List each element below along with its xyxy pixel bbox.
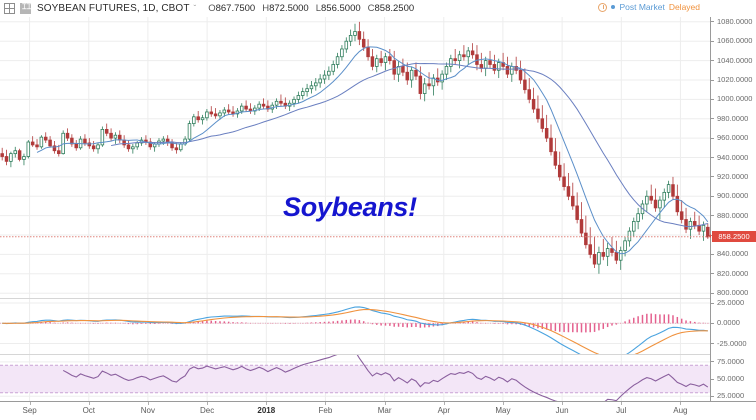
- macd-plot: [0, 299, 710, 354]
- time-label: Jun: [555, 406, 569, 415]
- rsi-pane[interactable]: [0, 355, 710, 401]
- session-label: Post Market: [619, 2, 665, 12]
- price-pane[interactable]: [0, 17, 710, 298]
- time-tick: [207, 402, 209, 405]
- time-tick: [384, 402, 386, 405]
- ohlc-open-label: O: [208, 3, 216, 14]
- time-label: May: [495, 406, 511, 415]
- time-tick: [88, 402, 90, 405]
- price-plot: [0, 17, 710, 298]
- ohlc-open: O867.7500: [208, 3, 255, 14]
- ohlc-high-label: H: [262, 3, 270, 14]
- ohlc-low-value: 856.5000: [321, 3, 361, 14]
- market-status[interactable]: Post Market Delayed: [598, 2, 700, 12]
- ohlc-high-value: 872.5000: [269, 3, 309, 14]
- chart-annotation-text[interactable]: Soybeans!: [283, 192, 417, 222]
- time-tick: [147, 402, 149, 405]
- time-label: Apr: [437, 406, 451, 415]
- rsi-plot: [0, 355, 710, 401]
- candlestick-series: [0, 21, 710, 274]
- clock-icon: [598, 2, 608, 12]
- rsi-band: [0, 365, 710, 393]
- macd-line: [2, 306, 708, 354]
- ohlc-low: L856.5000: [316, 3, 361, 14]
- last-price-tag: 858.2500: [709, 231, 756, 243]
- time-tick: [621, 402, 623, 405]
- time-label: Feb: [318, 406, 333, 415]
- ohlc-open-value: 867.7500: [215, 3, 256, 14]
- time-label: Dec: [199, 406, 215, 415]
- ma-fast-line: [36, 46, 709, 255]
- ohlc-low-label: L: [315, 3, 322, 14]
- ohlc-close-label: C: [367, 3, 375, 14]
- candlestick-icon[interactable]: ⌶⌶: [20, 2, 32, 14]
- time-label: Jul: [616, 406, 627, 415]
- delayed-label: Delayed: [668, 2, 700, 12]
- grid-icon[interactable]: [4, 3, 15, 14]
- time-tick: [502, 402, 504, 405]
- rsi-line: [62, 355, 709, 401]
- macd-pane[interactable]: [0, 299, 710, 354]
- time-label: Nov: [140, 406, 156, 415]
- macd-signal-line: [2, 308, 708, 354]
- time-label: Aug: [673, 406, 688, 415]
- time-label: Sep: [22, 406, 37, 415]
- time-label: Mar: [377, 406, 392, 415]
- ohlc-values: O867.7500 H872.5000 L856.5000 C858.2500: [208, 3, 414, 14]
- time-tick: [443, 402, 445, 405]
- time-tick: [562, 402, 564, 405]
- price-scale[interactable]: 1080.0000 1060.0000 1040.0000 1020.0000 1000…: [709, 17, 756, 401]
- time-axis[interactable]: Sep Oct Nov Dec 2018 Feb Mar Apr May Jun Jul Aug: [0, 401, 756, 420]
- chart-header: ⌶⌶ SOYBEAN FUTURES, 1D, CBOT ˇ O867.7500…: [0, 0, 756, 17]
- time-tick: [29, 402, 31, 405]
- pane-divider-price-macd: [0, 298, 710, 299]
- time-tick: [325, 402, 327, 405]
- time-tick: [680, 402, 682, 405]
- chevron-down-icon[interactable]: ˇ: [193, 4, 197, 13]
- ohlc-close-value: 858.2500: [374, 3, 415, 14]
- ohlc-close: C858.2500: [368, 3, 415, 14]
- time-tick: [266, 402, 268, 405]
- symbol-title[interactable]: SOYBEAN FUTURES, 1D, CBOT: [37, 3, 190, 14]
- pane-divider-macd-rsi: [0, 354, 710, 355]
- time-label: 2018: [257, 406, 276, 415]
- post-market-dot-icon: [611, 5, 616, 9]
- time-label: Oct: [82, 406, 96, 415]
- ohlc-high: H872.5000: [262, 3, 309, 14]
- ma-slow-line: [110, 62, 708, 227]
